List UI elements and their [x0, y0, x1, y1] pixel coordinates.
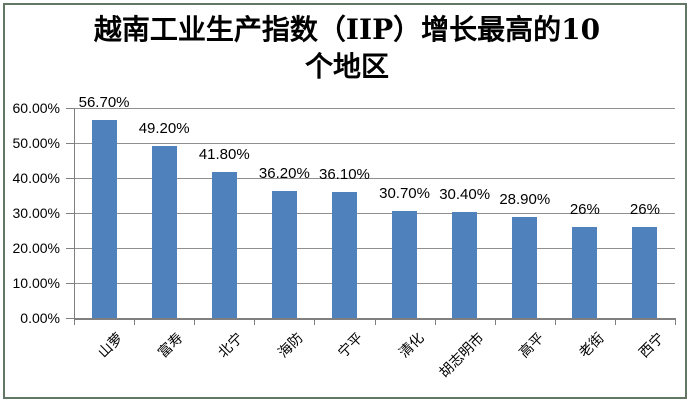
bar-value-label: 30.40% — [439, 185, 491, 203]
x-axis-tick — [375, 318, 376, 325]
y-axis-tick — [66, 108, 74, 109]
y-axis-tick — [66, 178, 74, 179]
x-axis-category-label: 富寿 — [154, 329, 186, 361]
x-axis-category-label: 宁平 — [335, 329, 367, 361]
bar-value-label: 41.80% — [198, 145, 250, 163]
bar — [91, 119, 117, 318]
x-axis-tick — [615, 318, 616, 325]
x-axis-tick — [495, 318, 496, 325]
bar-value-label: 36.10% — [319, 165, 370, 183]
y-axis-tick-label: 20.00% — [12, 240, 60, 256]
x-axis-category-label: 山萝 — [94, 329, 126, 361]
gridline — [74, 248, 675, 249]
x-axis-tick — [675, 318, 676, 325]
x-axis-line — [74, 318, 675, 320]
bar-value-label: 30.70% — [379, 184, 430, 202]
bar — [632, 227, 658, 318]
bar — [392, 210, 418, 318]
chart-title-line2: 个地区 — [304, 50, 389, 83]
y-axis-line — [74, 108, 75, 319]
y-axis-tick-label: 30.00% — [12, 205, 60, 221]
y-axis-tick-label: 40.00% — [12, 170, 60, 186]
bar-value-label: 26% — [569, 201, 600, 218]
y-axis-tick — [66, 143, 74, 144]
x-axis-category-label: 高平 — [515, 329, 547, 361]
gridline — [74, 283, 675, 284]
gridline — [74, 143, 675, 144]
y-axis-tick-label: 60.00% — [12, 100, 60, 116]
gridline — [74, 213, 675, 214]
x-axis-tick — [254, 318, 255, 325]
y-axis-tick-label: 50.00% — [12, 135, 60, 151]
x-axis-tick — [555, 318, 556, 325]
bar-value-label: 49.20% — [138, 119, 190, 137]
bar — [452, 211, 478, 318]
x-axis-tick — [435, 318, 436, 325]
plot-area: 0.00% 10.00% 20.00% 30.00% 40.00% 50.00% 60.00… — [13, 94, 676, 380]
x-axis-tick — [314, 318, 315, 325]
chart-title: 越南工业生产指数（IIP）增长最高的10 个地区 — [0, 11, 694, 85]
x-axis-category-label: 清化 — [395, 329, 427, 361]
y-axis-tick — [66, 248, 74, 249]
bar-value-label: 56.70% — [78, 93, 130, 111]
x-axis-tick — [134, 318, 135, 325]
bar-value-label: 36.20% — [258, 165, 310, 183]
y-axis-tick — [66, 283, 74, 284]
x-axis-category-label: 北宁 — [214, 329, 246, 361]
gridline — [74, 108, 675, 109]
y-axis-tick — [66, 318, 74, 319]
chart-title-line1: 越南工业生产指数（IIP）增长最高的10 — [93, 13, 601, 46]
bar-value-label: 28.90% — [499, 190, 551, 208]
bar — [151, 145, 177, 318]
x-axis-tick — [194, 318, 195, 325]
bar-value-label: 26% — [629, 201, 660, 218]
x-axis-tick — [74, 318, 75, 325]
bar — [512, 216, 538, 318]
y-axis-tick-label: 10.00% — [12, 275, 60, 291]
x-axis-category-label: 西宁 — [635, 329, 667, 361]
gridline — [74, 178, 675, 179]
bar — [271, 191, 297, 318]
x-axis-category-label: 海防 — [274, 329, 307, 361]
y-axis-tick — [66, 213, 74, 214]
x-axis-category-label: 胡志明市 — [435, 329, 487, 381]
bar — [572, 227, 598, 318]
y-axis-tick-label: 0.00% — [20, 310, 60, 326]
x-axis-category-label: 老街 — [575, 329, 607, 361]
bar — [211, 171, 237, 318]
bar — [331, 191, 357, 318]
